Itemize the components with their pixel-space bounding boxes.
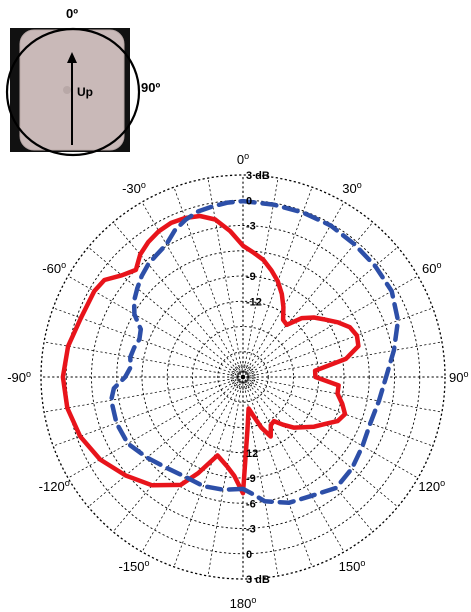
angle-tick-label: 90o xyxy=(449,369,468,385)
radial-tick-label-bottom: -9 xyxy=(246,473,256,485)
angle-spoke xyxy=(242,307,433,378)
angle-spoke xyxy=(88,376,244,508)
radial-tick-label-bottom: 3 dB xyxy=(246,574,270,586)
angle-tick-label: -90o xyxy=(7,369,31,385)
angle-spoke xyxy=(141,201,244,378)
radial-tick-label-bottom: 12 xyxy=(246,448,258,460)
device-lens-dot xyxy=(63,86,71,94)
polar-series-layer xyxy=(60,198,401,506)
inner-ring xyxy=(234,368,252,386)
angle-tick-label: 30o xyxy=(342,180,361,196)
angle-spoke xyxy=(173,376,244,567)
angle-tick-label: 0o xyxy=(237,151,249,167)
angle-spoke xyxy=(173,187,244,378)
angle-spoke xyxy=(112,222,244,378)
angle-spoke xyxy=(53,307,244,378)
angle-spoke xyxy=(242,376,313,567)
inset-label-0deg: 0º xyxy=(66,6,78,21)
angle-spoke xyxy=(242,376,433,447)
inset-circle xyxy=(5,27,141,157)
series-blue-dashed xyxy=(108,198,401,506)
radial-ring xyxy=(91,225,395,529)
angle-spoke xyxy=(242,376,442,413)
inset-label-90deg: 90º xyxy=(141,80,160,95)
angle-spoke xyxy=(242,376,398,508)
inner-ring xyxy=(238,372,248,382)
angle-spoke xyxy=(242,222,374,378)
inset-arrow-label: Up xyxy=(77,85,93,99)
orientation-inset: 0º 90º Up xyxy=(5,6,160,157)
polar-labels: 0o30o60o90o120o150o180o-150o-120o-90o-60… xyxy=(7,151,468,611)
angle-spoke xyxy=(53,376,244,447)
angle-spoke xyxy=(67,376,244,479)
radial-ring xyxy=(217,351,269,403)
angle-spoke xyxy=(242,341,442,378)
angle-spoke xyxy=(44,376,244,413)
angle-spoke xyxy=(88,246,244,378)
series-red-solid xyxy=(60,213,361,496)
angle-tick-label: -120o xyxy=(39,478,70,494)
angle-spoke xyxy=(112,376,244,532)
polar-grid xyxy=(40,174,446,580)
angle-spoke xyxy=(207,178,244,378)
radial-ring xyxy=(40,174,446,580)
radial-tick-label-bottom: -6 xyxy=(246,498,256,510)
inner-ring xyxy=(230,364,256,390)
angle-tick-label: -60o xyxy=(42,260,66,276)
angle-tick-label: 120o xyxy=(418,478,445,494)
radial-tick-label-top: 0 xyxy=(246,195,252,207)
angle-tick-label: 60o xyxy=(422,260,441,276)
angle-spoke xyxy=(242,376,419,479)
radial-tick-label-top: -12 xyxy=(246,296,262,308)
radial-tick-label-bottom: 0 xyxy=(246,549,252,561)
angle-spoke xyxy=(242,376,345,553)
angle-spoke xyxy=(207,376,244,576)
radial-tick-label-top: -3 xyxy=(246,221,256,233)
angle-tick-label: -30o xyxy=(122,180,146,196)
angle-spoke xyxy=(242,376,374,532)
angle-spoke xyxy=(242,178,279,378)
angle-spoke xyxy=(141,376,244,553)
angle-spoke xyxy=(67,275,244,378)
angle-spoke xyxy=(242,187,313,378)
angle-spoke xyxy=(44,341,244,378)
radial-tick-label-top: -9 xyxy=(246,271,256,283)
angle-spoke xyxy=(242,275,419,378)
radial-tick-label-bottom: -3 xyxy=(246,524,256,536)
radial-tick-label-top: 3 dB xyxy=(246,170,270,182)
angle-spoke xyxy=(242,246,398,378)
angle-tick-label: 180o xyxy=(230,595,257,611)
angle-spoke xyxy=(242,201,345,378)
up-arrow-head xyxy=(67,52,77,63)
radial-ring xyxy=(192,326,294,428)
angle-tick-label: 150o xyxy=(339,558,366,574)
angle-tick-label: -150o xyxy=(118,558,149,574)
